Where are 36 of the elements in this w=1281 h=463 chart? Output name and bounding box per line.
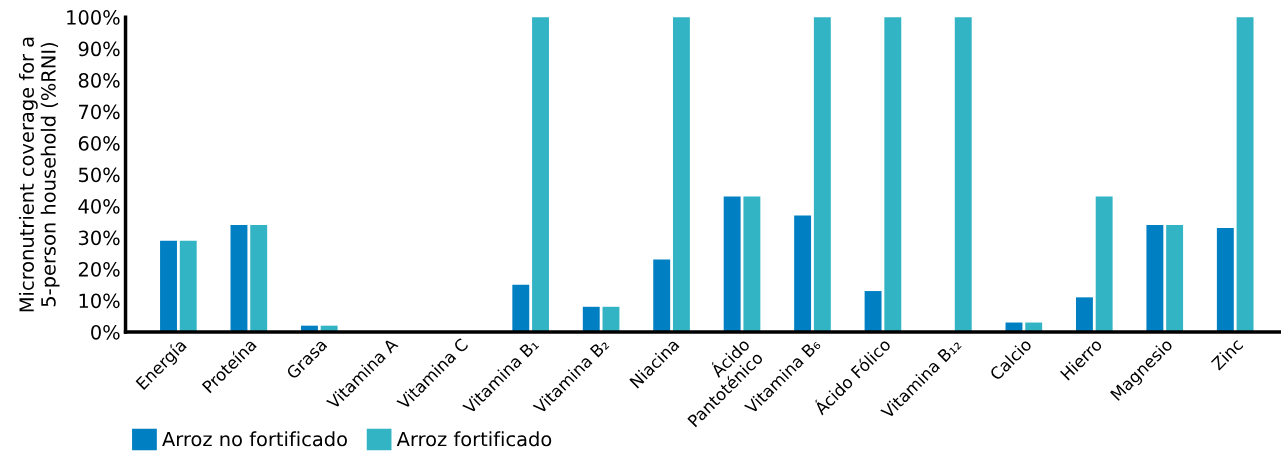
- bar: [1166, 224, 1184, 332]
- bar: [813, 17, 831, 332]
- bar: [723, 196, 741, 332]
- bar: [954, 17, 972, 332]
- bar: [160, 240, 177, 332]
- y-tick-label: 20%: [78, 261, 120, 277]
- legend-label: Arroz fortificado: [396, 431, 552, 447]
- y-tick-label: 80%: [78, 73, 120, 88]
- y-tick-label: 30%: [78, 230, 120, 246]
- y-tick-label: 70%: [79, 104, 120, 120]
- bar: [884, 17, 902, 332]
- bar: [1236, 17, 1254, 332]
- bar: [179, 240, 197, 332]
- bar: [532, 17, 549, 332]
- y-tick-label: 60%: [78, 136, 120, 151]
- y-tick-label: 10%: [79, 293, 120, 309]
- bar: [653, 259, 671, 332]
- y-tick-label: 50%: [78, 167, 120, 183]
- legend-label: Arroz no fortificado: [162, 431, 347, 447]
- bar: [512, 284, 530, 332]
- y-axis-title: Micronutrient coverage for a 5-person household (%RNI): [18, 37, 60, 312]
- bar: [1146, 224, 1164, 332]
- y-tick-label: 100%: [67, 10, 120, 25]
- y-tick-label: 90%: [78, 41, 120, 57]
- bar: [1075, 297, 1093, 332]
- bar: [582, 306, 600, 332]
- bar: [1095, 196, 1113, 332]
- bar: [864, 291, 882, 332]
- y-tick-label: 0%: [91, 324, 120, 340]
- bar: [230, 224, 248, 332]
- y-tick-label: 40%: [78, 198, 120, 214]
- bar: [672, 17, 690, 332]
- bar: [250, 224, 268, 332]
- bar: [743, 196, 761, 332]
- bar: [1216, 228, 1234, 332]
- bar: [794, 215, 812, 332]
